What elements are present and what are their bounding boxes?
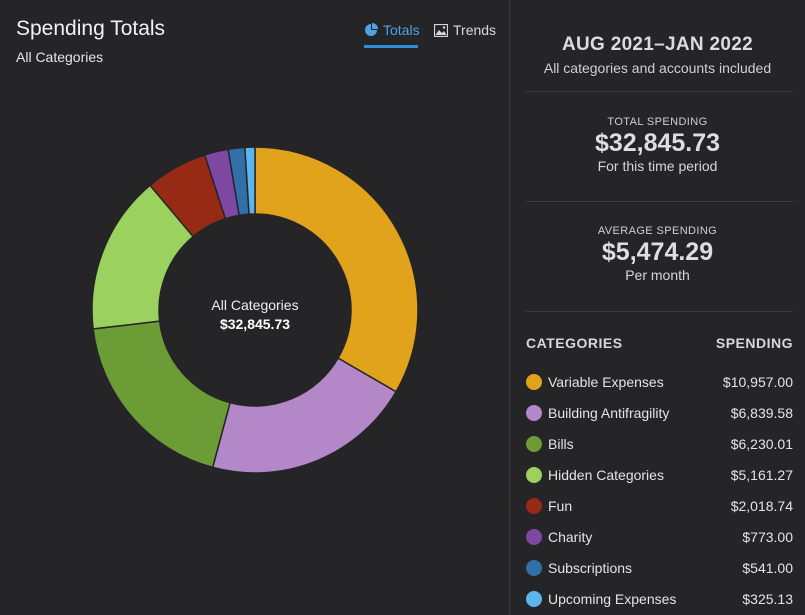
category-amount: $325.13 (742, 590, 793, 607)
divider (526, 91, 793, 92)
category-name: Subscriptions (548, 559, 633, 576)
tab-label: Totals (383, 22, 420, 38)
tab-totals[interactable]: Totals (364, 22, 420, 38)
chart-center-value: $32,845.73 (219, 316, 291, 332)
category-row[interactable]: Variable Expenses $10,957.00 (526, 366, 793, 397)
divider (526, 201, 793, 202)
category-amount: $6,839.58 (730, 404, 793, 421)
category-name: Variable Expenses (548, 373, 664, 390)
category-amount: $10,957.00 (722, 373, 793, 390)
total-spending-value: $32,845.73 (594, 129, 721, 157)
category-name: Charity (548, 528, 593, 545)
category-amount: $2,018.74 (730, 497, 793, 514)
chart-center-caption: All Categories (211, 297, 299, 313)
average-spending-note: Per month (625, 267, 690, 283)
tab-trends[interactable]: Trends (434, 22, 496, 38)
average-spending-block: AVERAGE SPENDING $5,474.29 Per month (510, 225, 805, 283)
panel-divider (509, 0, 510, 615)
category-color-dot (526, 497, 542, 514)
category-amount: $6,230.01 (730, 435, 793, 452)
donut-slice-upcoming-expenses[interactable] (244, 146, 256, 215)
category-amount: $773.00 (742, 528, 793, 545)
category-row[interactable]: Upcoming Expenses $325.13 (526, 583, 793, 614)
category-name: Building Antifragility (548, 404, 670, 421)
category-name: Upcoming Expenses (548, 590, 677, 607)
chart-center-label: All Categories $32,845.73 (155, 297, 355, 332)
average-spending-value: $5,474.29 (601, 238, 714, 266)
category-row[interactable]: Bills $6,230.01 (526, 428, 793, 459)
page-subtitle: All Categories (16, 49, 104, 65)
period-block: AUG 2021–JAN 2022 All categories and acc… (510, 34, 805, 76)
category-name: Fun (548, 497, 573, 514)
spending-chart-panel: Spending Totals All Categories Totals Tr… (16, 17, 497, 475)
donut-slice-bills[interactable] (92, 320, 231, 469)
category-name: Hidden Categories (548, 466, 664, 483)
category-color-dot (526, 404, 542, 421)
category-legend-list: Variable Expenses $10,957.00 Building Anti… (526, 366, 793, 614)
category-amount: $5,161.27 (730, 466, 793, 483)
donut-slice-variable-expenses[interactable] (254, 146, 419, 393)
category-amount: $541.00 (742, 559, 793, 576)
divider (526, 311, 793, 312)
category-color-dot (526, 373, 542, 390)
period-range: AUG 2021–JAN 2022 (562, 34, 753, 55)
tab-label: Trends (453, 22, 497, 38)
average-spending-caption: AVERAGE SPENDING (597, 225, 718, 237)
category-color-dot (526, 466, 542, 483)
active-tab-indicator (364, 45, 418, 48)
category-row[interactable]: Building Antifragility $6,839.58 (526, 397, 793, 428)
page-title: Spending Totals (16, 17, 166, 40)
pie-chart-icon (365, 23, 378, 36)
total-spending-note: For this time period (597, 158, 718, 174)
donut-chart-svg (91, 146, 419, 474)
donut-slice-building-antifragility[interactable] (211, 357, 398, 474)
category-color-dot (526, 435, 542, 452)
spending-column-header: SPENDING (715, 335, 793, 351)
category-color-dot (526, 559, 542, 576)
category-color-dot (526, 590, 542, 607)
category-row[interactable]: Hidden Categories $5,161.27 (526, 459, 793, 490)
categories-column-header: CATEGORIES (526, 335, 623, 351)
category-row[interactable]: Fun $2,018.74 (526, 490, 793, 521)
total-spending-block: TOTAL SPENDING $32,845.73 For this time … (510, 116, 805, 174)
category-row[interactable]: Subscriptions $541.00 (526, 552, 793, 583)
category-color-dot (526, 528, 542, 545)
total-spending-caption: TOTAL SPENDING (607, 116, 708, 128)
category-row[interactable]: Charity $773.00 (526, 521, 793, 552)
category-name: Bills (548, 435, 574, 452)
summary-panel: AUG 2021–JAN 2022 All categories and acc… (510, 0, 805, 615)
donut-chart (90, 145, 420, 475)
period-note: All categories and accounts included (543, 60, 772, 76)
image-chart-icon (434, 23, 448, 37)
